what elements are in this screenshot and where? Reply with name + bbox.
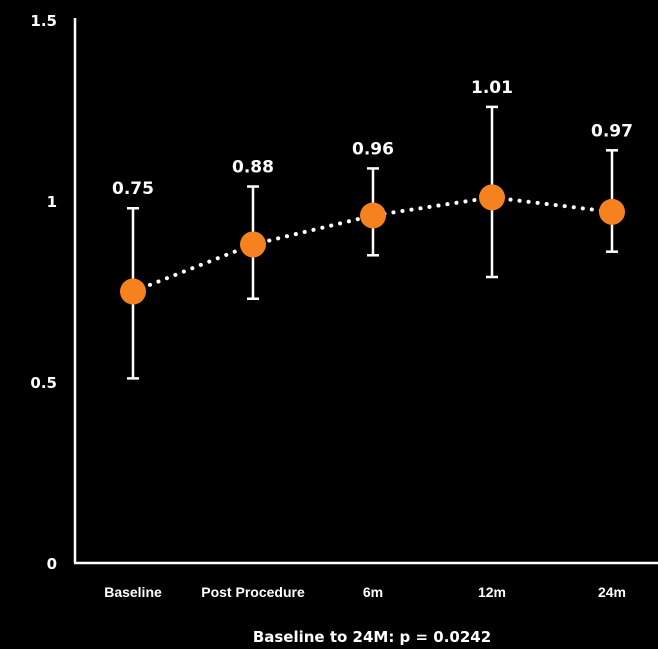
footnote: Baseline to 24M: p = 0.0242 <box>253 628 491 646</box>
x-tick-label: 6m <box>363 584 383 600</box>
data-labels: 0.75 0.88 0.96 1.01 0.97 <box>112 78 633 199</box>
data-label: 0.97 <box>591 121 633 141</box>
data-point <box>479 184 505 211</box>
y-tick-label: 0 <box>47 555 57 573</box>
data-label: 0.75 <box>112 179 154 199</box>
data-point <box>599 198 625 225</box>
data-point <box>360 202 386 229</box>
y-tick-label: 1.5 <box>30 12 57 30</box>
x-tick-label: Baseline <box>104 584 162 600</box>
data-point <box>240 231 266 258</box>
y-tick-labels: 0 0.5 1 1.5 <box>30 12 57 573</box>
data-points <box>120 184 625 305</box>
data-label: 0.96 <box>352 139 394 159</box>
y-tick-label: 1 <box>47 193 57 211</box>
y-tick-label: 0.5 <box>30 374 57 392</box>
data-point <box>120 278 146 305</box>
data-label: 0.88 <box>232 158 274 178</box>
x-tick-labels: Baseline Post Procedure 6m 12m 24m <box>104 584 626 600</box>
x-tick-label: Post Procedure <box>201 584 305 600</box>
x-tick-label: 12m <box>478 584 506 600</box>
x-tick-label: 24m <box>598 584 626 600</box>
data-label: 1.01 <box>471 78 513 98</box>
